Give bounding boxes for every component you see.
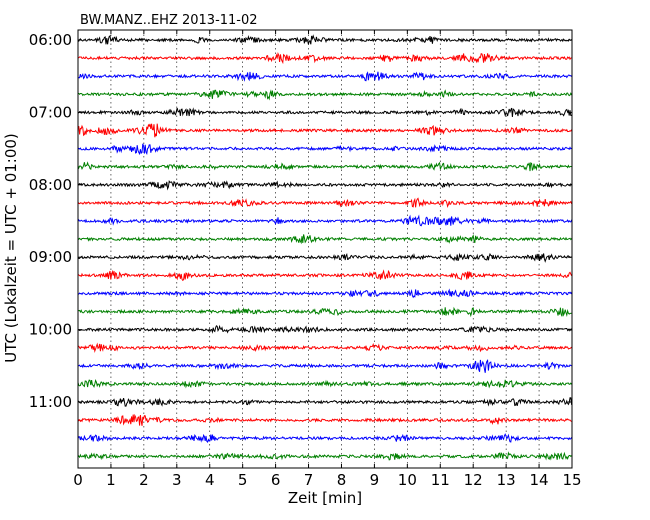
trace-line — [77, 71, 572, 82]
trace-line — [77, 378, 573, 389]
y-tick-label: 06:00 — [29, 31, 72, 49]
x-tick-label: 8 — [337, 471, 347, 489]
grid — [110, 30, 540, 468]
ticks: 0 1 2 3 4 5 6 7 8 9 10 11 12 13 14 1506:0007:0008:0009:… — [29, 30, 582, 489]
trace-line — [77, 123, 573, 138]
trace-line — [77, 269, 573, 282]
trace-line — [77, 451, 572, 461]
x-tick-label: 7 — [304, 471, 314, 489]
trace-line — [77, 89, 573, 101]
x-tick-label: 12 — [464, 471, 483, 489]
x-tick-label: 11 — [431, 471, 450, 489]
x-tick-label: 6 — [271, 471, 281, 489]
trace-line — [77, 214, 573, 227]
y-tick-label: 07:00 — [29, 103, 72, 121]
trace-line — [77, 34, 572, 45]
x-tick-label: 0 — [73, 471, 83, 489]
x-axis-label: Zeit [min] — [288, 489, 362, 507]
x-tick-label: 5 — [238, 471, 248, 489]
trace-line — [77, 161, 572, 172]
y-tick-label: 10:00 — [29, 321, 72, 339]
y-tick-label: 11:00 — [29, 393, 72, 411]
x-tick-label: 9 — [370, 471, 380, 489]
trace-line — [77, 397, 573, 407]
y-tick-label: 08:00 — [29, 176, 72, 194]
x-tick-label: 3 — [172, 471, 182, 489]
traces — [77, 34, 573, 461]
y-axis-label: UTC (Lokalzeit = UTC + 01:00) — [2, 133, 20, 363]
trace-line — [77, 306, 572, 318]
x-tick-label: 4 — [205, 471, 215, 489]
trace-line — [77, 324, 573, 334]
trace-line — [77, 180, 573, 191]
trace-line — [77, 342, 572, 354]
trace-line — [77, 413, 572, 426]
x-tick-label: 2 — [139, 471, 149, 489]
trace-line — [77, 252, 572, 263]
x-tick-label: 15 — [562, 471, 581, 489]
plot-frame — [77, 29, 573, 469]
chart-title: BW.MANZ..EHZ 2013-11-02 — [80, 13, 258, 28]
x-tick-label: 13 — [497, 471, 516, 489]
trace-line — [77, 288, 573, 299]
trace-line — [77, 197, 573, 209]
trace-line — [77, 107, 572, 118]
x-tick-label: 14 — [530, 471, 549, 489]
trace-line — [77, 234, 573, 245]
trace-line — [77, 143, 572, 156]
y-tick-label: 09:00 — [29, 248, 72, 266]
trace-line — [77, 433, 573, 443]
trace-line — [77, 51, 572, 65]
trace-line — [77, 359, 572, 373]
x-tick-label: 10 — [398, 471, 417, 489]
x-tick-label: 1 — [106, 471, 116, 489]
